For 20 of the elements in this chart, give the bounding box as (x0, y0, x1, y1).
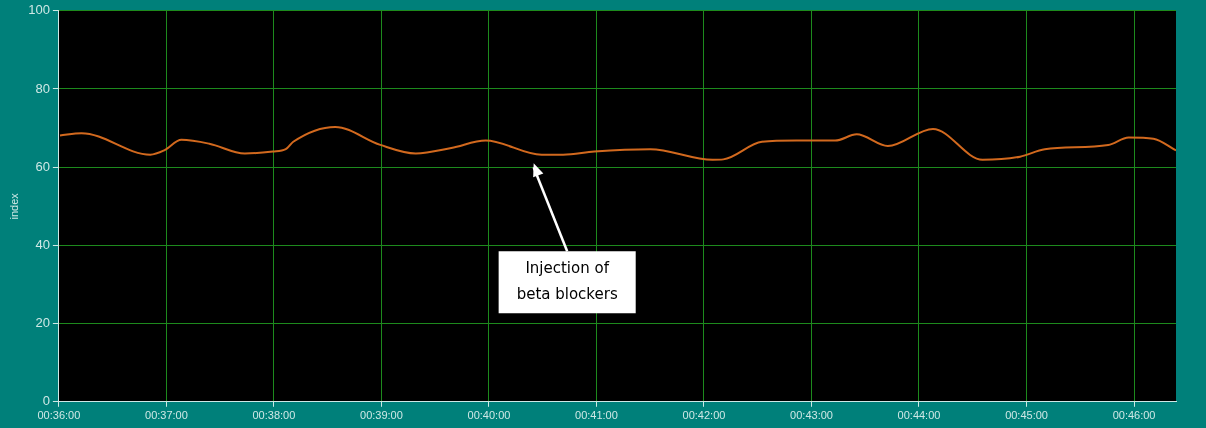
x-tick-label: 00:42:00 (682, 409, 726, 422)
x-tick-label: 00:46:00 (1112, 409, 1156, 422)
y-tick-label: 60 (35, 158, 50, 174)
x-tick-label: 00:45:00 (1005, 409, 1048, 422)
x-tick-label: 00:44:00 (897, 409, 941, 422)
x-tick-label: 00:36:00 (37, 409, 81, 422)
y-tick-label: 100 (28, 2, 50, 18)
y-tick-label: 40 (35, 236, 50, 252)
x-tick-label: 00:43:00 (790, 409, 833, 422)
line-series (58, 125, 1176, 161)
y-axis-title: index (7, 192, 20, 220)
x-tick-label: 00:40:00 (467, 409, 511, 422)
x-tick-label: 00:39:00 (360, 409, 403, 422)
x-tick-label: 00:41:00 (575, 409, 618, 422)
y-tick-label: 0 (42, 393, 50, 409)
y-tick-label: 80 (35, 80, 50, 96)
y-tick-label: 20 (35, 315, 50, 331)
x-tick-label: 00:37:00 (145, 409, 188, 422)
annotation: Injection of beta blockers (516, 259, 618, 304)
x-tick-label: 00:38:00 (252, 409, 296, 422)
